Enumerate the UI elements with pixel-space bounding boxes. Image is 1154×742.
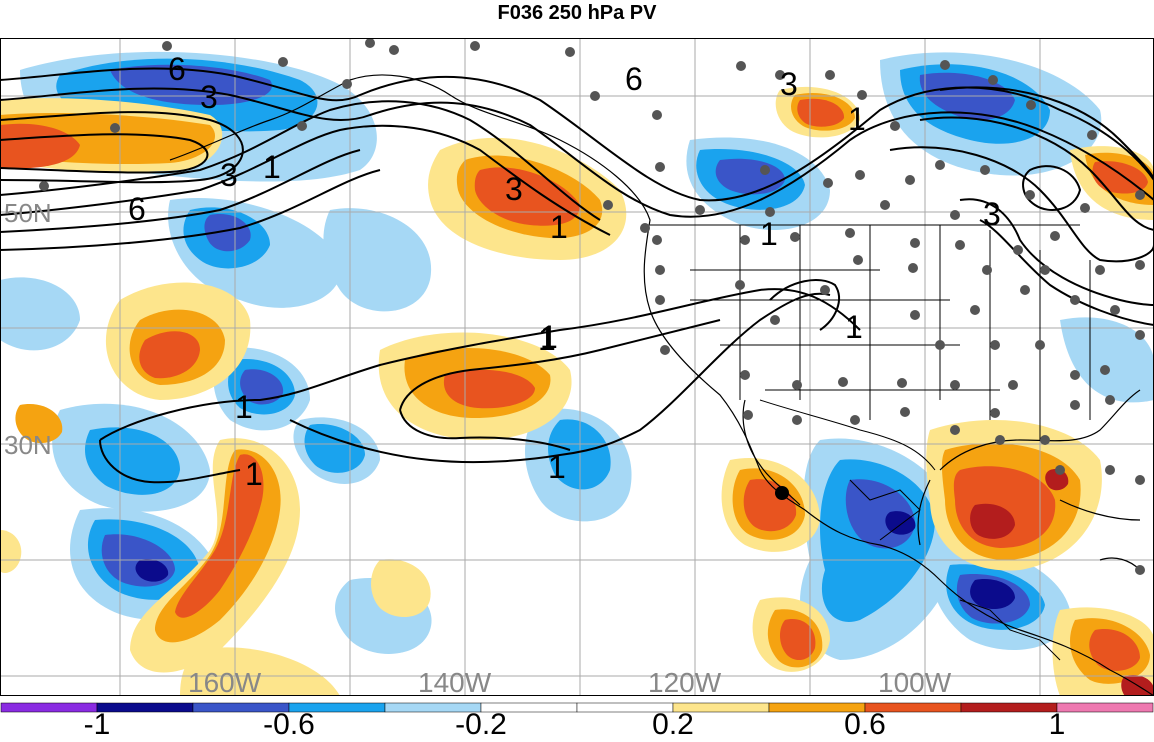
contour-label: 1 — [845, 309, 863, 345]
colorbar-segment — [97, 703, 193, 712]
colorbar-tick-label: 1 — [1049, 708, 1066, 742]
colorbar-segment — [1, 703, 97, 712]
contour-label: 3 — [780, 66, 798, 102]
colorbar — [1, 703, 1153, 712]
contour-label: 6 — [128, 191, 146, 227]
colorbar-tick-label: -0.6 — [263, 708, 315, 742]
colorbar-segment — [1057, 703, 1153, 712]
contour-label: 1 — [548, 449, 566, 485]
contour-label: 1 — [848, 101, 866, 137]
colorbar-tick-label: -1 — [84, 708, 111, 742]
lon-label-120w: 120W — [648, 667, 722, 698]
contour-label: 1 — [540, 319, 558, 355]
highlighted-station — [775, 486, 789, 500]
colorbar-tick-label: -0.2 — [455, 708, 507, 742]
contour-label: 6 — [625, 61, 643, 97]
contour-label: 1 — [235, 389, 253, 425]
lat-label-30n: 30N — [4, 430, 52, 460]
contour-label: 1 — [760, 216, 778, 252]
contour-label: 6 — [168, 51, 186, 87]
colorbar-tick-label: 0.2 — [652, 708, 694, 742]
contour-label: 1 — [550, 209, 568, 245]
lon-label-140w: 140W — [418, 667, 492, 698]
lon-label-100w: 100W — [878, 667, 952, 698]
contour-label: 1 — [245, 456, 263, 492]
colorbar-tick-label: 0.6 — [844, 708, 886, 742]
lon-label-160w: 160W — [188, 667, 262, 698]
contour-label: 3 — [220, 157, 238, 193]
contour-label: 3 — [200, 79, 218, 115]
colorbar-segment — [961, 703, 1057, 712]
contour-label: 3 — [983, 196, 1001, 232]
contour-label: 3 — [505, 171, 523, 207]
lat-label-50n: 50N — [4, 198, 52, 228]
contour-label: 1 — [263, 149, 281, 185]
